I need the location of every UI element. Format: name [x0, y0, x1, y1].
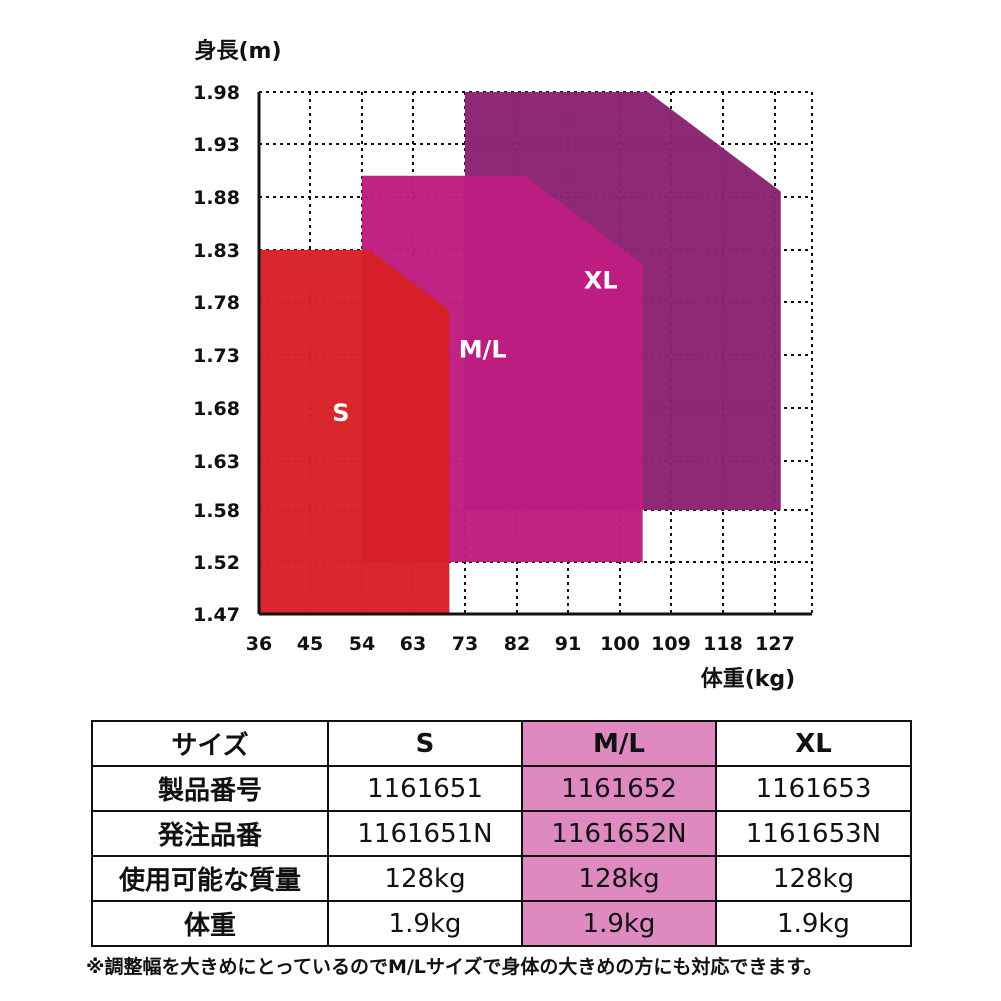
x-tick-label: 118	[703, 633, 743, 655]
y-tick-label: 1.98	[193, 82, 240, 104]
table-row: 製品番号 1161651 1161652 1161653	[91, 765, 912, 812]
table-row: 使用可能な質量 128kg 128kg 128kg	[91, 855, 912, 902]
x-tick-label: 73	[452, 633, 478, 655]
y-tick-label: 1.63	[193, 451, 240, 473]
header-size-ml: M/L	[521, 720, 717, 767]
size-regions	[259, 92, 781, 614]
axes	[257, 92, 812, 616]
header-size-xl: XL	[715, 720, 912, 767]
region-label-s: S	[332, 399, 349, 427]
x-tick-labels: 36 45 54 63 73 82 91 100 109 118 127	[246, 633, 795, 655]
header-label: サイズ	[91, 720, 329, 767]
y-tick-label: 1.58	[193, 500, 240, 522]
y-tick-label: 1.83	[193, 240, 240, 262]
y-axis-title: 身長(m)	[194, 38, 281, 64]
y-tick-labels: 1.98 1.93 1.88 1.83 1.78 1.73 1.68 1.63 1.58 1.52…	[193, 82, 240, 626]
row-label: 製品番号	[91, 765, 329, 812]
footnote: ※調整幅を大きめにとっているのでM/Lサイズで身体の大きめの方にも対応できます。	[86, 956, 823, 978]
y-tick-label: 1.88	[193, 187, 240, 209]
header-size-s: S	[327, 720, 523, 767]
x-tick-label: 91	[555, 633, 581, 655]
spec-table: サイズ S M/L XL 製品番号 1161651 1161652 116165…	[91, 720, 912, 947]
cell-value: 128kg	[715, 855, 912, 902]
region-s	[259, 250, 450, 614]
table-header-row: サイズ S M/L XL	[91, 720, 912, 767]
y-tick-label: 1.52	[193, 552, 240, 574]
y-tick-label: 1.93	[193, 134, 240, 156]
x-tick-label: 82	[504, 633, 530, 655]
cell-value: 1161652N	[521, 810, 717, 857]
cell-value: 128kg	[521, 855, 717, 902]
x-tick-label: 100	[600, 633, 640, 655]
cell-value: 1161651N	[327, 810, 523, 857]
y-tick-label: 1.78	[193, 292, 240, 314]
cell-value: 1161653	[715, 765, 912, 812]
x-tick-label: 45	[297, 633, 323, 655]
x-tick-label: 109	[651, 633, 691, 655]
cell-value: 1161652	[521, 765, 717, 812]
x-tick-label: 54	[349, 633, 375, 655]
row-label: 体重	[91, 900, 329, 947]
y-tick-label: 1.47	[193, 604, 240, 626]
table-row: 発注品番 1161651N 1161652N 1161653N	[91, 810, 912, 857]
cell-value: 1161651	[327, 765, 523, 812]
y-tick-label: 1.68	[193, 398, 240, 420]
row-label: 使用可能な質量	[91, 855, 329, 902]
cell-value: 1.9kg	[327, 900, 523, 947]
x-tick-label: 36	[246, 633, 272, 655]
row-label: 発注品番	[91, 810, 329, 857]
cell-value: 1161653N	[715, 810, 912, 857]
table-row: 体重 1.9kg 1.9kg 1.9kg	[91, 900, 912, 947]
region-label-ml: M/L	[459, 335, 507, 363]
y-tick-label: 1.73	[193, 345, 240, 367]
cell-value: 128kg	[327, 855, 523, 902]
region-label-xl: XL	[584, 266, 618, 294]
size-chart: XLM/LS 1.981.931.881.831.781.731.681.631…	[193, 38, 813, 692]
cell-value: 1.9kg	[521, 900, 717, 947]
x-tick-label: 127	[755, 633, 795, 655]
size-region-labels: XL M/L S	[332, 266, 617, 427]
x-tick-label: 63	[400, 633, 426, 655]
x-axis-title: 体重(kg)	[701, 667, 796, 692]
cell-value: 1.9kg	[715, 900, 912, 947]
